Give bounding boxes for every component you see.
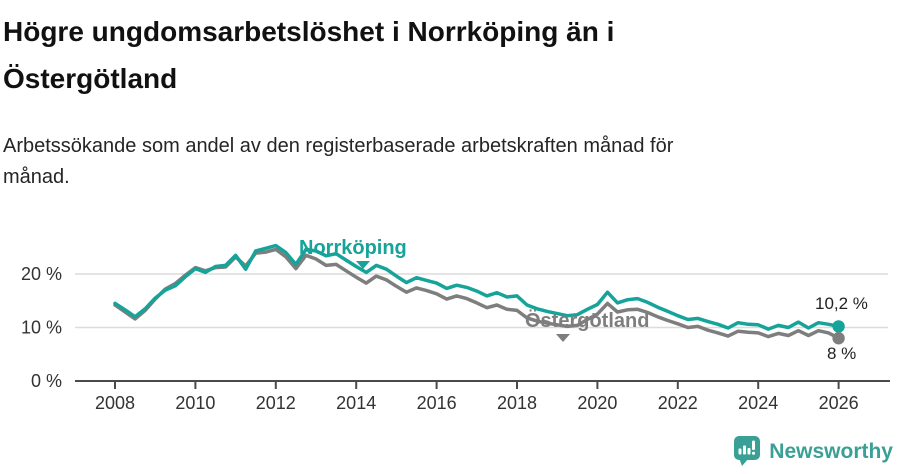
page-title: Högre ungdomsarbetslöshet i Norrköping ä…	[3, 8, 614, 102]
newsworthy-wordmark: Newsworthy	[769, 439, 893, 463]
series-label-norrkoping: Norrköping	[299, 237, 407, 259]
y-axis-tick-label: 10 %	[21, 318, 62, 338]
end-value-ostergotland: 8 %	[827, 344, 857, 363]
series-end-dot-östergötland	[832, 332, 845, 345]
x-axis-tick-label: 2026	[819, 393, 859, 413]
subtitle-line-1: Arbetssökande som andel av den registerb…	[3, 135, 674, 157]
series-line-norrköping	[113, 243, 841, 331]
series-label-ostergotland: Östergötland	[525, 310, 650, 332]
x-axis-tick-label: 2024	[738, 393, 778, 413]
x-axis-tick-label: 2010	[175, 393, 215, 413]
x-axis-tick-label: 2018	[497, 393, 537, 413]
x-axis-tick-label: 2020	[577, 393, 617, 413]
end-value-norrkoping: 10,2 %	[815, 294, 868, 313]
x-axis-tick-label: 2014	[336, 393, 376, 413]
title-line-2: Östergötland	[3, 63, 178, 94]
newsworthy-logo-icon	[734, 436, 761, 466]
newsworthy-branding: Newsworthy	[734, 436, 893, 467]
chart-subtitle: Arbetssökande som andel av den registerb…	[3, 131, 673, 193]
subtitle-line-2: månad.	[3, 166, 70, 188]
series-end-dot-norrköping	[832, 320, 845, 333]
y-axis-tick-label: 20 %	[21, 264, 62, 284]
y-axis-tick-label: 0 %	[31, 371, 62, 391]
x-axis-tick-label: 2022	[658, 393, 698, 413]
x-axis-tick-label: 2008	[95, 393, 135, 413]
series-line-östergötland	[113, 247, 841, 340]
x-axis-tick-label: 2016	[417, 393, 457, 413]
title-line-1: Högre ungdomsarbetslöshet i Norrköping ä…	[3, 16, 615, 47]
x-axis-tick-label: 2012	[256, 393, 296, 413]
leader-arrow-ostergotland-icon	[556, 334, 570, 342]
leader-arrow-norrkoping-icon	[356, 261, 370, 269]
